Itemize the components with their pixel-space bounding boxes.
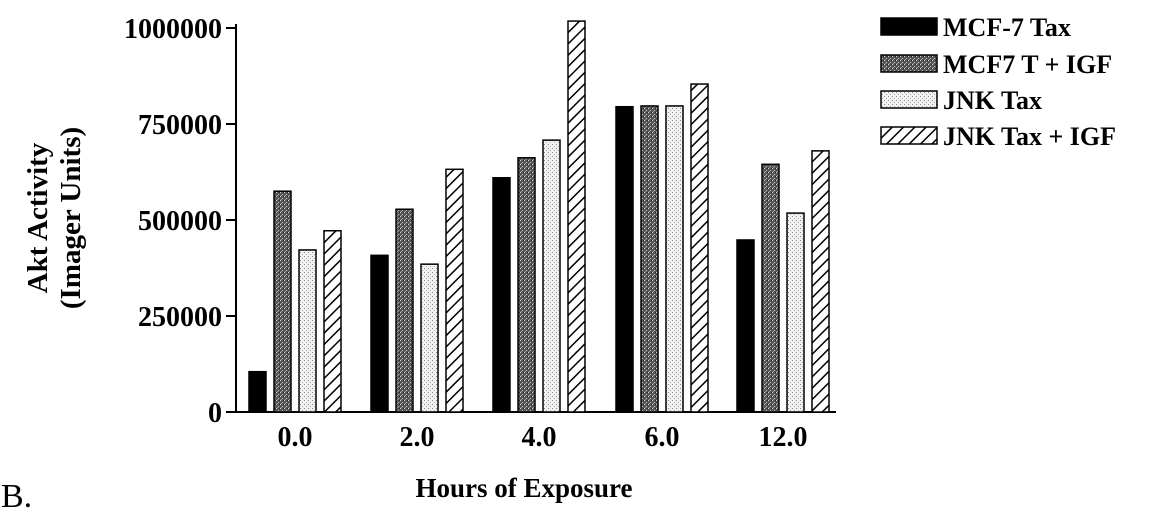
x-tick-label: 12.0 — [759, 422, 808, 453]
bar — [298, 249, 317, 413]
y-tick-label: 1000000 — [124, 14, 222, 45]
bar — [395, 208, 414, 413]
x-tick-label: 0.0 — [278, 422, 313, 453]
legend-label: MCF7 T + IGF — [943, 50, 1112, 79]
legend-swatch — [880, 90, 938, 109]
legend-label: MCF-7 Tax — [943, 13, 1071, 42]
legend: MCF-7 Tax MCF7 T + IGF JNK Tax JNK Tax + IG… — [880, 13, 1116, 151]
y-axis-label-line2: (Imager Units) — [55, 127, 87, 309]
y-tick-label: 250000 — [138, 302, 222, 333]
legend-label: JNK Tax — [943, 86, 1042, 115]
bar — [690, 83, 709, 413]
y-tick-label: 0 — [208, 398, 222, 429]
bar — [665, 105, 684, 413]
bar — [370, 254, 389, 413]
legend-swatch — [880, 126, 938, 145]
x-tick-label: 4.0 — [522, 422, 557, 453]
legend-label: JNK Tax + IGF — [943, 122, 1116, 151]
bars-group — [248, 20, 830, 413]
legend-swatch — [880, 17, 938, 36]
y-axis-ticks: 0 250000 500000 750000 1000000 — [124, 14, 236, 429]
bar — [517, 157, 536, 413]
bar — [445, 168, 464, 413]
bar — [567, 20, 586, 413]
x-axis-ticks: 0.0 2.0 4.0 6.0 12.0 — [278, 422, 808, 453]
x-tick-label: 6.0 — [645, 422, 680, 453]
bar — [736, 239, 755, 413]
panel-label: B. — [1, 478, 32, 510]
legend-swatch — [880, 54, 938, 73]
bar — [811, 150, 830, 413]
x-axis-label: Hours of Exposure — [415, 473, 632, 503]
bar — [420, 263, 439, 413]
bar — [640, 105, 659, 413]
bar — [761, 163, 780, 413]
bar — [542, 139, 561, 413]
bar — [786, 212, 805, 413]
bar — [273, 190, 292, 413]
y-tick-label: 750000 — [138, 110, 222, 141]
bar — [492, 177, 511, 413]
x-tick-label: 2.0 — [400, 422, 435, 453]
y-tick-label: 500000 — [138, 206, 222, 237]
bar — [615, 105, 634, 413]
bar — [248, 370, 267, 413]
bar — [323, 230, 342, 413]
y-axis-label-line1: Akt Activity — [22, 142, 54, 293]
